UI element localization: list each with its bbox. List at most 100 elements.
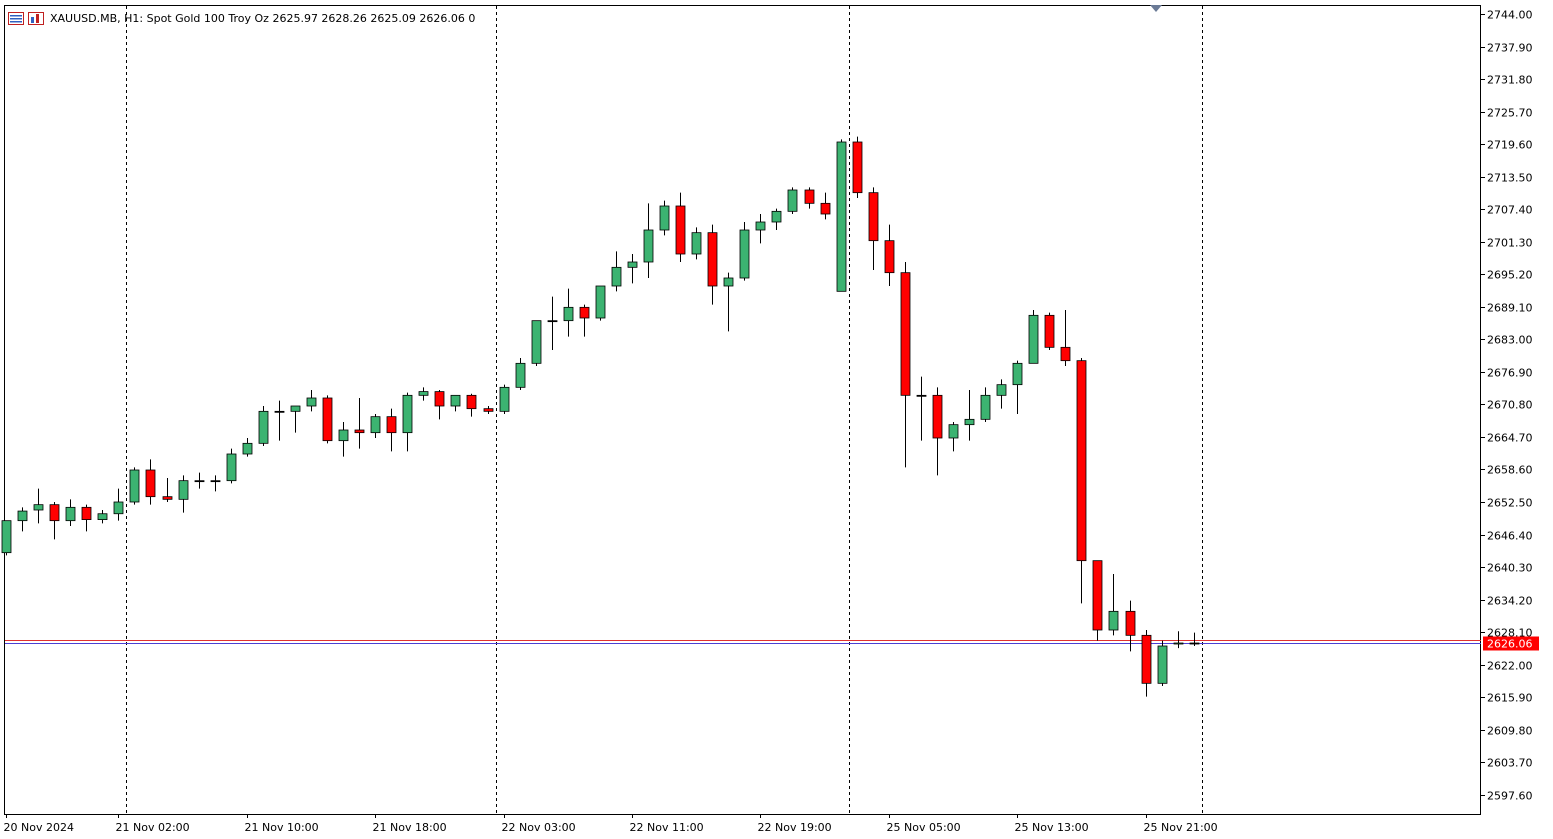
candle[interactable] — [804, 187, 815, 209]
candle[interactable] — [755, 214, 766, 244]
candle[interactable] — [563, 288, 574, 337]
candle[interactable] — [852, 136, 863, 198]
candle[interactable] — [884, 224, 895, 286]
candle[interactable] — [771, 208, 782, 230]
candle[interactable] — [129, 467, 140, 505]
candle[interactable] — [450, 394, 461, 412]
candle[interactable] — [434, 390, 445, 420]
candle[interactable] — [226, 448, 237, 484]
x-tick-label: 20 Nov 2024 — [4, 821, 74, 834]
candle[interactable] — [386, 408, 397, 452]
candle[interactable] — [964, 390, 975, 441]
candle[interactable] — [595, 285, 606, 321]
candle[interactable] — [948, 422, 959, 452]
candle[interactable] — [1, 520, 12, 556]
candle[interactable] — [1092, 560, 1103, 641]
candle[interactable] — [1141, 630, 1152, 697]
candle[interactable] — [547, 296, 558, 350]
time-axis[interactable]: 20 Nov 2024 21 Nov 02:00 21 Nov 10:00 21 No… — [4, 814, 1218, 834]
candle[interactable] — [916, 376, 927, 441]
candle[interactable] — [370, 414, 381, 438]
candle[interactable] — [787, 187, 798, 214]
candle[interactable] — [418, 387, 429, 401]
candle[interactable] — [675, 192, 686, 262]
indicator-icon[interactable] — [28, 11, 44, 25]
chart-window-icon[interactable] — [8, 11, 24, 25]
candle[interactable] — [900, 262, 911, 468]
candle[interactable] — [627, 254, 638, 284]
candle[interactable] — [322, 395, 333, 444]
candle-body — [900, 272, 911, 396]
candle[interactable] — [354, 398, 365, 449]
candle-body — [820, 202, 831, 215]
candle-body — [49, 504, 60, 522]
y-tick-label: 2628.10 — [1487, 627, 1533, 640]
candle-body — [1108, 610, 1119, 631]
candle[interactable] — [258, 406, 269, 446]
price-axis[interactable]: 2744.00 2737.90 2731.80 2725.70 2719.60 2713.… — [1481, 9, 1533, 803]
candle[interactable] — [1060, 310, 1071, 366]
candle[interactable] — [113, 488, 124, 521]
candle[interactable] — [1076, 358, 1087, 604]
candle[interactable] — [611, 251, 622, 292]
candle[interactable] — [178, 475, 189, 513]
candle[interactable] — [723, 272, 734, 332]
candle[interactable] — [210, 475, 221, 492]
candle-body — [1157, 645, 1168, 684]
y-tick-label: 2731.80 — [1487, 74, 1533, 87]
candle-body — [1028, 314, 1039, 364]
candle[interactable] — [1189, 632, 1200, 646]
candle[interactable] — [932, 387, 943, 476]
candle[interactable] — [980, 387, 991, 422]
candle[interactable] — [81, 504, 92, 532]
candle[interactable] — [1125, 600, 1136, 652]
candle[interactable] — [402, 392, 413, 452]
candle[interactable] — [659, 200, 670, 236]
candle[interactable] — [290, 405, 301, 433]
x-tick-label: 21 Nov 18:00 — [373, 821, 447, 834]
candle[interactable] — [49, 502, 60, 540]
x-tick-label: 22 Nov 03:00 — [502, 821, 576, 834]
candle[interactable] — [1028, 310, 1039, 364]
candle[interactable] — [1157, 640, 1168, 686]
candle[interactable] — [466, 393, 477, 417]
candle[interactable] — [306, 390, 317, 412]
candle[interactable] — [17, 507, 28, 532]
candle[interactable] — [868, 187, 879, 270]
candle[interactable] — [499, 384, 510, 414]
candle[interactable] — [65, 499, 76, 526]
candle-body — [370, 416, 381, 434]
candle[interactable] — [194, 472, 205, 489]
candle-body — [322, 397, 333, 442]
candle[interactable] — [643, 203, 654, 278]
candle[interactable] — [691, 227, 702, 260]
candle[interactable] — [820, 192, 831, 220]
symbol-info: XAUUSD.MB, H1: Spot Gold 100 Troy Oz 262… — [50, 11, 476, 25]
candle-body — [113, 501, 124, 515]
candle[interactable] — [515, 358, 526, 390]
candle[interactable] — [996, 379, 1007, 409]
candle[interactable] — [707, 224, 718, 305]
candle[interactable] — [1044, 312, 1055, 350]
candle[interactable] — [739, 222, 750, 281]
candle[interactable] — [97, 510, 108, 524]
y-tick-label: 2707.40 — [1487, 204, 1533, 217]
x-tick-label: 21 Nov 10:00 — [245, 821, 319, 834]
candle-body — [884, 240, 895, 274]
candle[interactable] — [531, 320, 542, 366]
shift-marker-icon[interactable] — [1150, 5, 1162, 12]
candle[interactable] — [579, 304, 590, 337]
candle[interactable] — [33, 488, 44, 524]
candle[interactable] — [836, 139, 847, 292]
candle[interactable] — [483, 406, 494, 414]
candle[interactable] — [274, 400, 285, 441]
candle[interactable] — [338, 422, 349, 457]
candle[interactable] — [1108, 574, 1119, 636]
y-tick-label: 2683.00 — [1487, 334, 1533, 347]
candle[interactable] — [1012, 360, 1023, 414]
candle[interactable] — [1173, 631, 1184, 649]
candle[interactable] — [242, 438, 253, 457]
candle[interactable] — [162, 478, 173, 502]
candle[interactable] — [145, 459, 156, 505]
